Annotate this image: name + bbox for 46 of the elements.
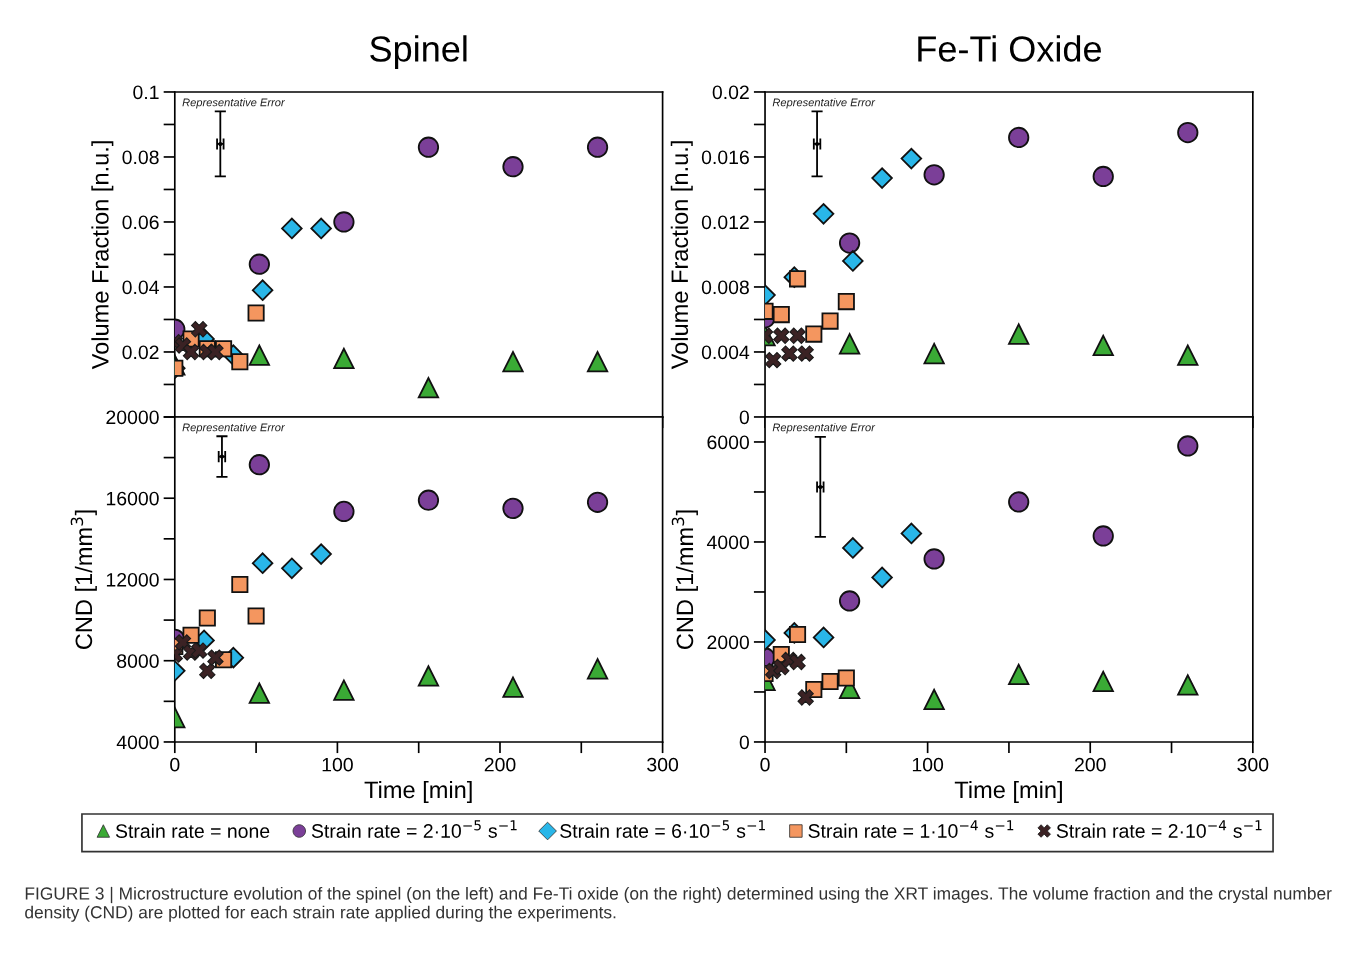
y-tick-label: 0 <box>739 735 749 750</box>
y-axis-title: Volume Fraction [n.u.] <box>91 141 114 370</box>
y-tick-label: 0.008 <box>701 280 749 295</box>
y-tick-label: 2000 <box>707 635 749 650</box>
y-tick-label: 12000 <box>106 572 159 587</box>
y-tick-label: 8000 <box>117 654 159 668</box>
x-axis-title: Time [min] <box>954 780 1062 803</box>
legend-label: Strain rate = 1·10$^{−4}$ s$^{−1}$ <box>808 820 1014 838</box>
x-tick-label: 200 <box>484 757 516 772</box>
x-axis-title: Time [min] <box>364 780 472 803</box>
y-tick-label: 0.004 <box>701 345 750 360</box>
chart-title: Fe-Ti Oxide <box>918 35 1101 62</box>
y-tick-label: 0.1 <box>133 85 159 100</box>
legend-label: Strain rate = 2·10$^{−4}$ s$^{−1}$ <box>1056 820 1262 838</box>
y-axis-title: CND [1/mm$^{3}$] <box>70 510 97 649</box>
y-tick-label: 4000 <box>116 735 159 750</box>
caption: FIGURE 3 | Microstructure evolution of the spinel (on the left) and Fe-Ti oxide (on the right) determined using the XRT images. The volume fraction and the crystal number density (CND) are plotted for each strain rate applied during the experiments. <box>25 886 1332 922</box>
y-tick-label: 0.04 <box>122 280 159 295</box>
annotation: Representative Error <box>182 98 285 109</box>
annotation: Representative Error <box>182 423 285 434</box>
y-axis-title: Volume Fraction [n.u.] <box>670 141 693 370</box>
x-tick-label: 0 <box>760 757 770 772</box>
legend-label: Strain rate = 2·10$^{−5}$ s$^{−1}$ <box>311 820 517 838</box>
x-tick-label: 100 <box>912 757 944 772</box>
legend-label: Strain rate = 6·10$^{−5}$ s$^{−1}$ <box>560 820 765 838</box>
y-tick-label: 0.02 <box>122 345 159 360</box>
chart-title: Spinel <box>370 35 467 69</box>
annotation: Representative Error <box>772 423 876 434</box>
y-tick-label: 4000 <box>706 535 749 550</box>
y-tick-label: 0.02 <box>712 85 749 100</box>
x-tick-label: 300 <box>1237 757 1269 772</box>
x-tick-label: 0 <box>170 757 180 772</box>
y-tick-label: 0 <box>739 410 749 425</box>
x-tick-label: 300 <box>647 757 679 772</box>
annotation: Representative Error <box>772 98 876 109</box>
y-tick-label: 20000 <box>106 410 159 425</box>
y-tick-label: 16000 <box>106 491 159 506</box>
y-axis-title: CND [1/mm$^{3}$] <box>671 510 698 649</box>
x-tick-label: 200 <box>1074 757 1106 772</box>
y-tick-label: 0.08 <box>122 150 159 165</box>
y-tick-label: 0.06 <box>122 215 159 230</box>
x-tick-label: 100 <box>322 757 353 772</box>
legend-label: Strain rate = none <box>115 823 270 839</box>
y-tick-label: 0.012 <box>701 215 749 230</box>
y-tick-label: 6000 <box>707 435 749 450</box>
y-tick-label: 0.016 <box>701 150 749 165</box>
